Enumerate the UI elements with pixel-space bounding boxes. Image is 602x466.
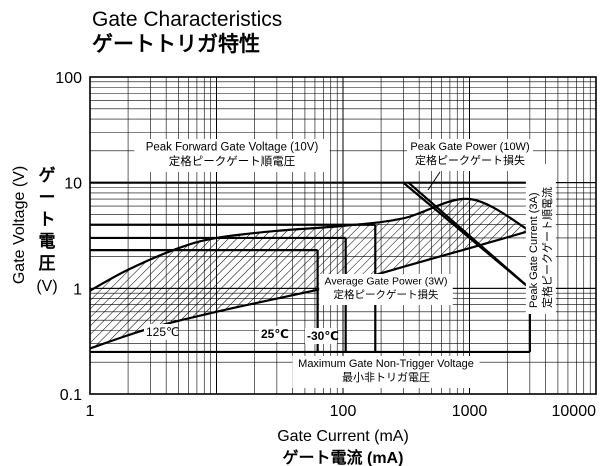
x-axis-label: Gate Current (mA)	[277, 428, 409, 445]
chart-subtitle: ゲートトリガ特性	[92, 33, 260, 56]
hatched-trigger-area	[90, 198, 530, 349]
y-axis-label-jp-char-4: 圧	[39, 254, 56, 273]
x-axis-label-jp: ゲート電流 (mA)	[283, 448, 404, 466]
limit-lines	[89, 181, 531, 354]
y-axis-label-jp-unit: (V)	[36, 278, 57, 295]
y-axis-label-jp-char-0: ゲ	[39, 165, 56, 185]
y-axis-label-jp-char-2: ト	[39, 210, 56, 229]
peak-gate-current-label: Peak Gate Current (3A) 定格ピークゲート順電流	[525, 164, 556, 314]
y-tick-label-1: 10	[64, 176, 82, 193]
average-gate-power-label-line-0: Average Gate Power (3W)	[325, 276, 448, 288]
hatched-region	[90, 198, 530, 349]
non-trigger-voltage-label-bg	[292, 356, 480, 388]
peak-gate-power-line	[407, 181, 531, 290]
temp-label-bg-0	[144, 324, 176, 340]
temp-label-1: 25℃	[261, 327, 289, 341]
temp-label-2: -30℃	[307, 329, 339, 343]
temp-label-0: 125℃	[146, 325, 180, 339]
y-axis-label: Gate Voltage (V)	[11, 166, 28, 284]
x-tick-label-1: 100	[330, 403, 357, 420]
peak-gate-power-label-bg	[406, 139, 534, 171]
peak-gate-power-arrow	[427, 171, 441, 191]
temp-label-bg-1	[259, 326, 284, 342]
temp-label-bg-2	[305, 328, 337, 344]
average-gate-power-label-bg	[319, 274, 453, 305]
plot-frame	[89, 76, 597, 395]
chart-title: Gate Characteristics	[92, 8, 283, 31]
peak-forward-voltage-label-line-1: 定格ピークゲート順電圧	[169, 154, 296, 168]
y-axis-label-jp-char-3: 電	[39, 232, 56, 251]
peak-forward-voltage-label-bg	[134, 139, 330, 172]
upper-limit-curve	[89, 197, 531, 292]
non-trigger-voltage-label-line-1: 最小非トリガ電圧	[342, 371, 430, 384]
x-tick-label-3: 10000	[552, 403, 597, 420]
peak-gate-current-label-jp: 定格ピークゲート順電流	[540, 187, 554, 308]
peak-gate-power-label-line-1: 定格ピークゲート損失	[415, 153, 525, 167]
non-trigger-voltage-label-line-0: Maximum Gate Non-Trigger Voltage	[298, 358, 474, 370]
x-tick-label-0: 1	[86, 403, 95, 420]
annotation-labels: Peak Forward Gate Voltage (10V)定格ピークゲート順…	[134, 139, 556, 388]
x-tick-label-2: 1000	[452, 403, 488, 420]
peak-gate-current-label-bg	[525, 164, 556, 314]
average-gate-power-label-line-1: 定格ピークゲート損失	[334, 288, 439, 301]
y-axis-label-jp-char-1: ー	[39, 188, 56, 207]
y-tick-label-0: 100	[55, 70, 82, 87]
y-tick-label-2: 1	[73, 281, 82, 298]
peak-forward-voltage-label-line-0: Peak Forward Gate Voltage (10V)	[146, 142, 319, 154]
peak-gate-current-label-en: Peak Gate Current (3A)	[528, 192, 540, 308]
peak-gate-power-label-line-0: Peak Gate Power (10W)	[410, 141, 529, 153]
y-tick-label-3: 0.1	[60, 387, 82, 404]
